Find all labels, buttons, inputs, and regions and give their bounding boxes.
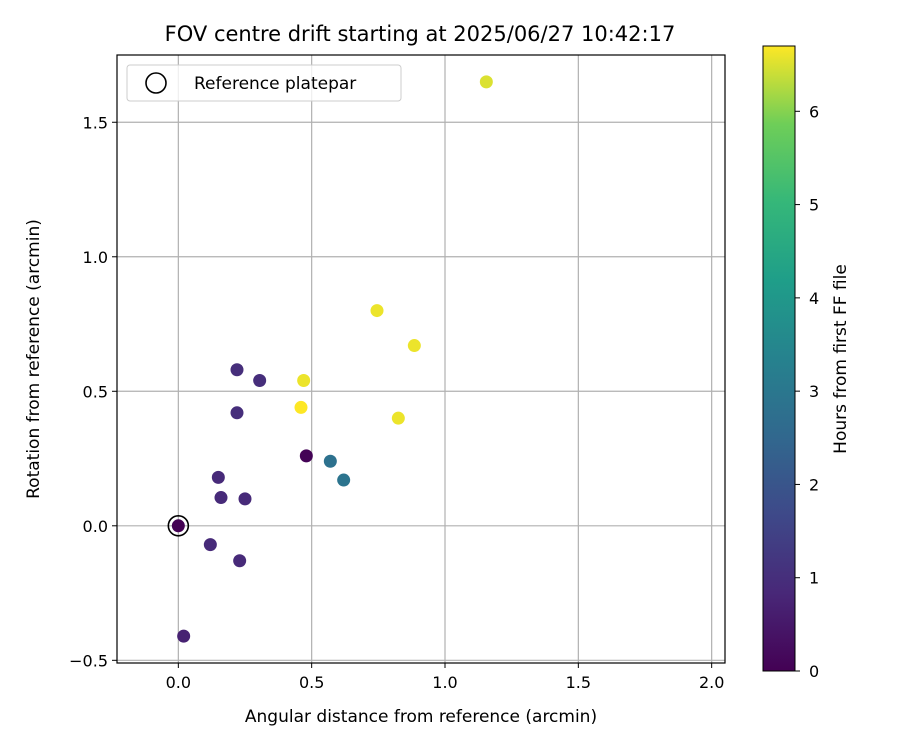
data-point — [297, 374, 311, 388]
colorbar-ticks: 0 1 2 3 4 5 6 — [795, 102, 819, 681]
data-points — [167, 75, 493, 643]
colorbar-tick-label: 3 — [809, 382, 819, 401]
data-point — [391, 411, 405, 425]
y-tick-label: 1.5 — [83, 113, 108, 132]
data-point — [299, 449, 313, 463]
x-tick-label: 2.0 — [699, 673, 724, 692]
data-point — [177, 629, 191, 643]
data-point — [479, 75, 493, 89]
colorbar-tick-label: 4 — [809, 289, 819, 308]
x-tick-label: 0.0 — [166, 673, 191, 692]
legend-marker-icon — [145, 72, 167, 94]
data-point — [294, 400, 308, 414]
x-axis-label: Angular distance from reference (arcmin) — [245, 707, 597, 727]
colorbar-tick-label: 6 — [809, 102, 819, 121]
data-point — [323, 454, 337, 468]
plot-frame — [116, 54, 726, 664]
colorbar-tick-label: 5 — [809, 196, 819, 215]
grid — [117, 55, 725, 663]
data-point — [230, 363, 244, 377]
data-point — [233, 554, 247, 568]
legend-box — [126, 64, 402, 102]
y-tick-label: 1.0 — [83, 248, 108, 267]
x-tick-label: 1.5 — [566, 673, 591, 692]
y-tick-label: 0.5 — [83, 382, 108, 401]
data-point — [407, 339, 421, 353]
y-tick-label: 0.0 — [83, 517, 108, 536]
x-tick-label: 0.5 — [299, 673, 324, 692]
data-point — [337, 473, 351, 487]
x-axis-ticks: 0.0 0.5 1.0 1.5 2.0 — [166, 663, 724, 692]
x-tick-label: 1.0 — [432, 673, 457, 692]
colorbar-tick-label: 2 — [809, 475, 819, 494]
data-point — [238, 492, 252, 506]
data-point — [214, 491, 228, 505]
y-tick-label: −0.5 — [69, 651, 108, 670]
data-point — [171, 519, 185, 533]
colorbar — [762, 45, 796, 672]
reference-marker — [167, 514, 190, 537]
chart-title: FOV centre drift starting at 2025/06/27 … — [165, 22, 676, 46]
data-point — [370, 304, 384, 318]
y-axis-label: Rotation from reference (arcmin) — [24, 219, 44, 499]
data-point — [203, 538, 217, 552]
y-axis-ticks: −0.5 0.0 0.5 1.0 1.5 — [69, 113, 117, 670]
data-point — [211, 470, 225, 484]
data-point — [253, 374, 267, 388]
legend: Reference platepar — [126, 64, 402, 102]
legend-label: Reference platepar — [194, 74, 356, 94]
data-point — [230, 406, 244, 420]
colorbar-tick-label: 0 — [809, 662, 819, 681]
colorbar-label: Hours from first FF file — [831, 264, 851, 454]
colorbar-tick-label: 1 — [809, 569, 819, 588]
